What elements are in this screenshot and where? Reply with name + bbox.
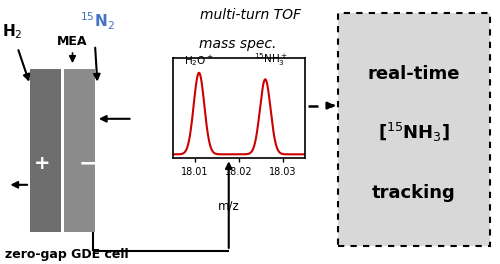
FancyBboxPatch shape bbox=[30, 69, 61, 232]
Text: [$^{15}$NH$_3$]: [$^{15}$NH$_3$] bbox=[378, 120, 450, 144]
FancyBboxPatch shape bbox=[64, 69, 95, 232]
Text: real-time: real-time bbox=[368, 65, 460, 83]
Text: multi-turn TOF: multi-turn TOF bbox=[200, 8, 300, 22]
Text: zero-gap GDE cell: zero-gap GDE cell bbox=[5, 248, 128, 261]
Text: H$_2$O$^+$: H$_2$O$^+$ bbox=[184, 53, 214, 68]
FancyBboxPatch shape bbox=[338, 13, 490, 246]
Text: $^{15}$NH$_3^+$: $^{15}$NH$_3^+$ bbox=[254, 51, 288, 68]
Text: $^{15}$N$_2$: $^{15}$N$_2$ bbox=[80, 10, 115, 32]
Text: −: − bbox=[78, 154, 97, 174]
Text: +: + bbox=[34, 154, 51, 173]
Text: MEA: MEA bbox=[57, 35, 88, 48]
Text: mass spec.: mass spec. bbox=[199, 37, 276, 51]
Text: m/z: m/z bbox=[218, 199, 240, 213]
Text: H$_2$: H$_2$ bbox=[2, 22, 23, 41]
Text: tracking: tracking bbox=[372, 184, 456, 202]
